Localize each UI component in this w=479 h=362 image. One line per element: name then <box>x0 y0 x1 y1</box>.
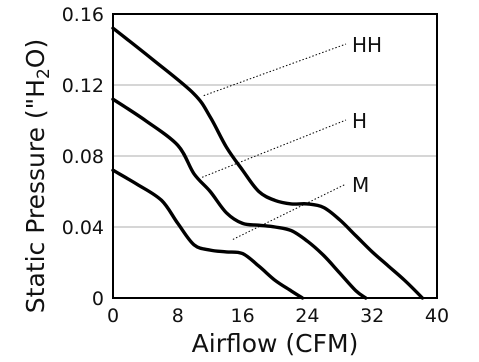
series-lines <box>111 26 425 300</box>
x-tick-label: 40 <box>425 305 449 327</box>
gridlines <box>113 84 437 228</box>
x-tick-label: 24 <box>295 305 319 327</box>
series-label-HH: HH <box>352 33 382 57</box>
x-tick-labels: 0 8 16 24 32 40 <box>107 305 449 327</box>
y-tick-label: 0.16 <box>62 4 104 26</box>
x-tick-label: 16 <box>231 305 255 327</box>
series-line-M <box>111 168 305 300</box>
y-tick-labels: 0 0.04 0.08 0.12 0.16 <box>62 4 104 310</box>
y-axis-title-end: O) <box>21 39 50 68</box>
y-axis-title: Static Pressure ("H2O) <box>21 39 54 313</box>
x-tick-label: 8 <box>172 305 184 327</box>
y-axis-title-subscript: 2 <box>34 68 54 79</box>
x-tick-label: 0 <box>107 305 119 327</box>
plot-frame <box>112 13 438 299</box>
y-tick-label: 0.04 <box>62 217 104 239</box>
series-line-H <box>111 97 368 300</box>
series-label-H: H <box>352 109 367 133</box>
y-tick-label: 0.08 <box>62 146 104 168</box>
y-axis-title-main: Static Pressure ("H <box>21 79 50 313</box>
leader-line-HH <box>203 43 347 97</box>
series-line-HH <box>111 26 425 300</box>
y-tick-label: 0.12 <box>62 75 104 97</box>
x-axis-title: Airflow (CFM) <box>192 329 359 358</box>
leader-line-H <box>201 119 347 178</box>
leader-lines <box>201 43 347 240</box>
x-tick-label: 32 <box>360 305 384 327</box>
series-label-M: M <box>352 173 369 197</box>
y-tick-label: 0 <box>92 288 104 310</box>
